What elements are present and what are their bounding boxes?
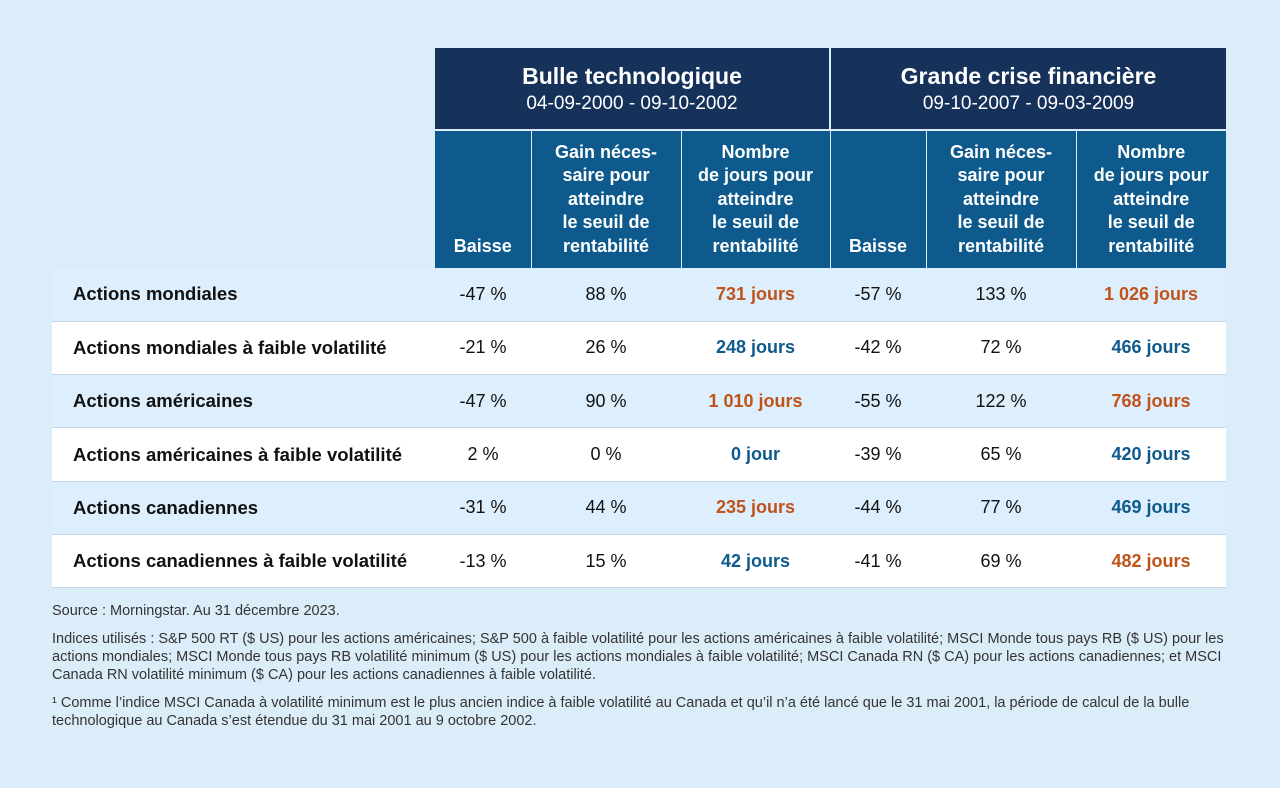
- days-cell: 731 jours: [681, 268, 830, 322]
- subheader-label: Gain néces- saire pour atteindre le seui…: [554, 141, 658, 256]
- decline-cell: -13 %: [435, 534, 531, 589]
- decline-cell: 2 %: [435, 427, 531, 482]
- gain-cell: 26 %: [531, 321, 681, 376]
- days-cell: 420 jours: [1076, 427, 1226, 482]
- row-label: Actions mondiales: [52, 268, 435, 322]
- footnote: ¹ Comme l’indice MSCI Canada à volatilit…: [52, 695, 1190, 729]
- days-cell: 1 026 jours: [1076, 268, 1226, 322]
- decline-cell: -44 %: [830, 481, 926, 535]
- decline-cell: -57 %: [830, 268, 926, 322]
- group-header-tech-bubble: Bulle technologique 04-09-2000 - 09-10-2…: [435, 48, 831, 130]
- decline-cell: -55 %: [830, 374, 926, 429]
- gain-cell: 133 %: [926, 268, 1076, 322]
- gain-cell: 88 %: [531, 268, 681, 322]
- decline-cell: -39 %: [830, 427, 926, 482]
- days-cell: 42 jours: [681, 534, 830, 589]
- row-label: Actions canadiennes: [52, 481, 435, 535]
- days-cell: 482 jours: [1076, 534, 1226, 589]
- subheader-days: Nombre de jours pour atteindre le seuil …: [1076, 129, 1226, 268]
- decline-cell: -41 %: [830, 534, 926, 589]
- row-label: Actions américaines: [52, 374, 435, 429]
- sub-header-row: Baisse Gain néces- saire pour atteindre …: [52, 129, 1226, 268]
- gain-cell: 65 %: [926, 427, 1076, 482]
- days-cell: 248 jours: [681, 321, 830, 376]
- group-title: Bulle technologique: [522, 62, 742, 89]
- row-label: Actions canadiennes à faible volatilité: [52, 534, 435, 589]
- decline-cell: -47 %: [435, 268, 531, 322]
- days-cell: 466 jours: [1076, 321, 1226, 376]
- subheader-label: Nombre de jours pour atteindre le seuil …: [697, 141, 813, 256]
- decline-cell: -42 %: [830, 321, 926, 376]
- gain-cell: 0 %: [531, 427, 681, 482]
- table-row: Actions mondiales à faible volatilité -21…: [52, 321, 1226, 376]
- gain-cell: 72 %: [926, 321, 1076, 376]
- gain-cell: 77 %: [926, 481, 1076, 535]
- group-dates: 04-09-2000 - 09-10-2002: [526, 92, 738, 114]
- header-blank-cell: [52, 48, 435, 130]
- subheader-gain-needed: Gain néces- saire pour atteindre le seui…: [531, 129, 682, 268]
- decline-cell: -31 %: [435, 481, 531, 535]
- group-dates: 09-10-2007 - 09-03-2009: [922, 92, 1135, 114]
- table-row: Actions canadiennes à faible volatilité -…: [52, 534, 1226, 589]
- gain-cell: 44 %: [531, 481, 681, 535]
- days-cell: 0 jour: [681, 427, 830, 482]
- gain-cell: 122 %: [926, 374, 1076, 429]
- comparison-table-container: Bulle technologique 04-09-2000 - 09-10-2…: [52, 48, 1226, 589]
- header-blank-cell: [52, 130, 435, 268]
- group-title: Grande crise financière: [900, 62, 1157, 89]
- row-label: Actions américaines à faible volatilité: [52, 427, 435, 482]
- source-note: Source : Morningstar. Au 31 décembre 202…: [52, 603, 340, 619]
- subheader-gain-needed: Gain néces- saire pour atteindre le seui…: [926, 129, 1077, 268]
- gain-cell: 90 %: [531, 374, 681, 429]
- gain-cell: 15 %: [531, 534, 681, 589]
- subheader-label: Gain néces- saire pour atteindre le seui…: [949, 141, 1053, 256]
- decline-cell: -21 %: [435, 321, 531, 376]
- days-cell: 768 jours: [1076, 374, 1226, 429]
- subheader-label: Baisse: [848, 235, 908, 256]
- indices-note: Indices utilisés : S&P 500 RT ($ US) pou…: [52, 631, 1224, 683]
- subheader-days: Nombre de jours pour atteindre le seuil …: [681, 129, 831, 268]
- days-cell: 235 jours: [681, 481, 830, 535]
- table-row: Actions canadiennes -31 % 44 % 235 jours -44…: [52, 481, 1226, 535]
- group-header-financial-crisis: Grande crise financière 09-10-2007 - 09-…: [830, 48, 1226, 130]
- subheader-label: Nombre de jours pour atteindre le seuil …: [1093, 141, 1209, 256]
- gain-cell: 69 %: [926, 534, 1076, 589]
- subheader-label: Baisse: [453, 235, 512, 256]
- days-cell: 1 010 jours: [681, 374, 830, 429]
- days-cell: 469 jours: [1076, 481, 1226, 535]
- subheader-decline: Baisse: [435, 129, 532, 268]
- table-row: Actions américaines -47 % 90 % 1 010 jours -…: [52, 374, 1226, 429]
- notes-section: Source : Morningstar. Au 31 décembre 202…: [52, 602, 1232, 740]
- decline-cell: -47 %: [435, 374, 531, 429]
- table-row: Actions mondiales -47 % 88 % 731 jours -57 %…: [52, 268, 1226, 322]
- table-body: Actions mondiales -47 % 88 % 731 jours -57 %…: [52, 268, 1226, 589]
- comparison-table: Bulle technologique 04-09-2000 - 09-10-2…: [52, 48, 1226, 589]
- table-row: Actions américaines à faible volatilité 2…: [52, 427, 1226, 482]
- group-header-row: Bulle technologique 04-09-2000 - 09-10-2…: [52, 48, 1226, 130]
- subheader-decline: Baisse: [830, 129, 927, 268]
- row-label: Actions mondiales à faible volatilité: [52, 321, 435, 376]
